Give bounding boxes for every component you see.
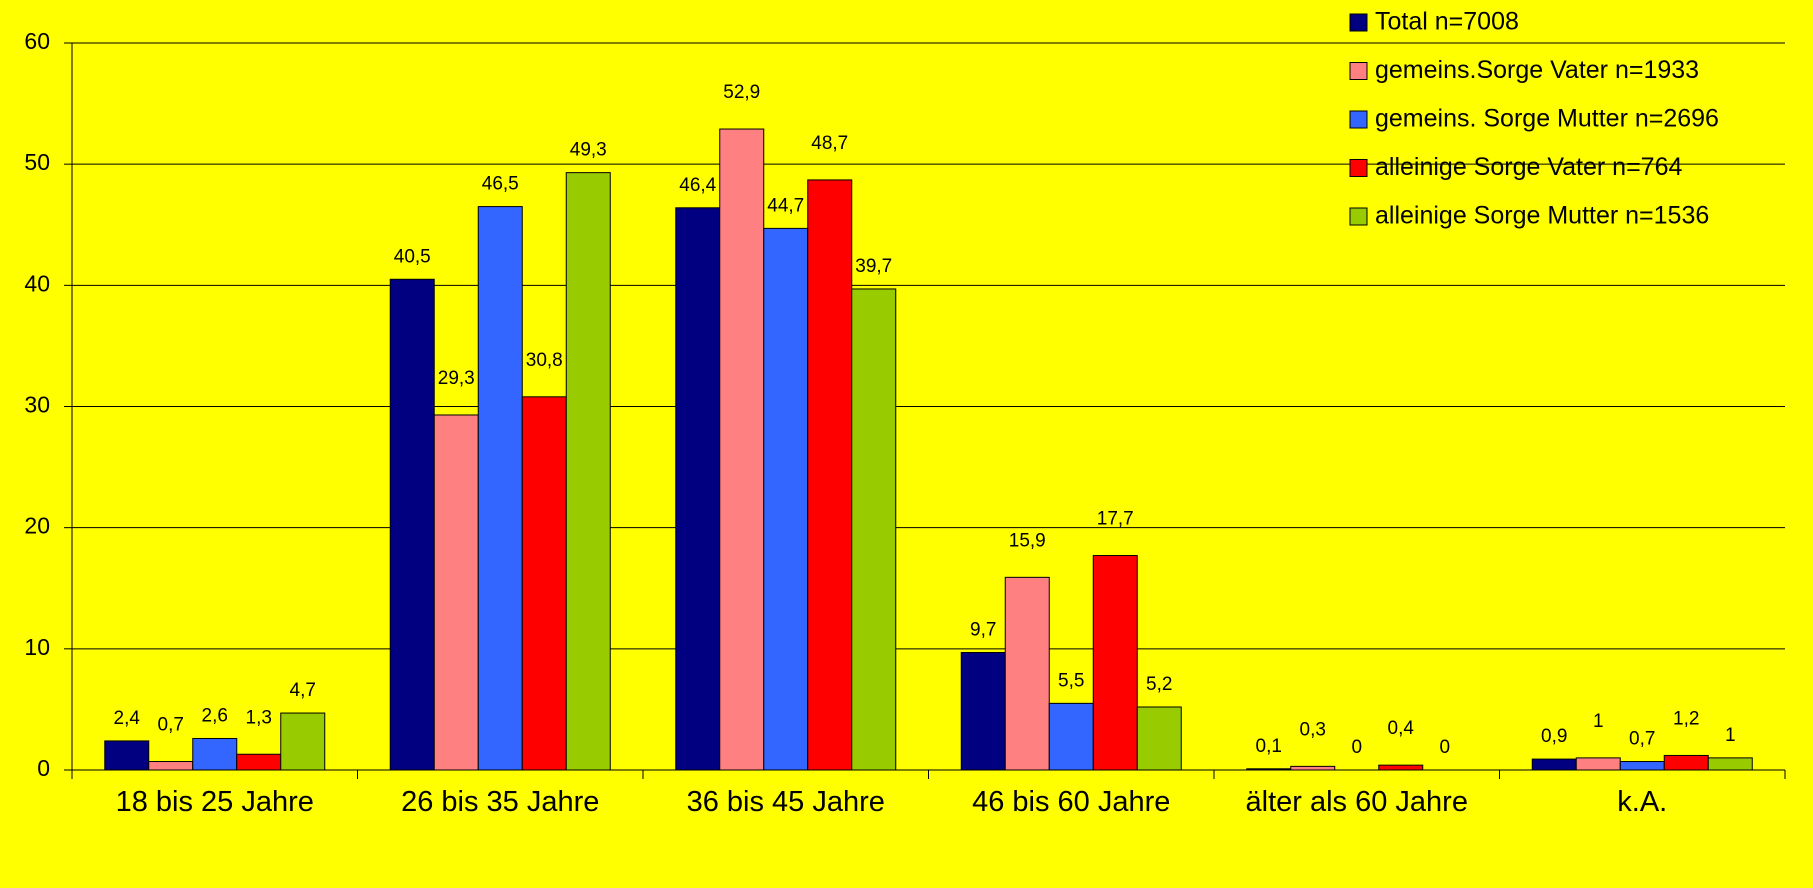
data-label: 1,3 bbox=[246, 707, 272, 728]
bar bbox=[477, 206, 523, 771]
bar bbox=[1004, 576, 1050, 771]
data-label: 0,4 bbox=[1388, 718, 1415, 739]
bar bbox=[433, 414, 479, 771]
data-label: 52,9 bbox=[723, 82, 760, 103]
legend-swatch bbox=[1349, 207, 1368, 226]
x-tick-label: 26 bis 35 Jahre bbox=[401, 786, 600, 818]
x-tick-label: k.A. bbox=[1617, 786, 1668, 818]
data-label: 0 bbox=[1439, 737, 1450, 758]
data-label: 0 bbox=[1351, 737, 1362, 758]
bar bbox=[389, 278, 435, 771]
data-label: 4,7 bbox=[290, 680, 316, 701]
bar bbox=[1246, 768, 1292, 771]
data-label: 49,3 bbox=[570, 140, 607, 161]
data-label: 40,5 bbox=[394, 246, 431, 267]
bar bbox=[1575, 757, 1621, 771]
bar bbox=[1092, 555, 1138, 771]
data-label: 2,6 bbox=[202, 706, 228, 727]
data-label: 30,8 bbox=[526, 350, 563, 371]
x-tick-label: 46 bis 60 Jahre bbox=[972, 786, 1171, 818]
legend-swatch bbox=[1349, 13, 1368, 32]
y-tick-label: 30 bbox=[24, 392, 50, 418]
data-label: 15,9 bbox=[1009, 530, 1046, 551]
bar bbox=[1707, 757, 1753, 771]
legend-label: alleinige Sorge Vater n=764 bbox=[1375, 153, 1682, 181]
x-tick-label: 36 bis 45 Jahre bbox=[686, 786, 885, 818]
y-tick-label: 50 bbox=[24, 149, 50, 175]
bar bbox=[192, 737, 238, 771]
bar bbox=[719, 128, 765, 771]
bar bbox=[960, 651, 1006, 771]
data-label: 29,3 bbox=[438, 368, 475, 389]
bar bbox=[1136, 706, 1182, 771]
legend-swatch bbox=[1349, 159, 1368, 177]
bar bbox=[1048, 702, 1094, 771]
data-label: 1 bbox=[1725, 725, 1736, 746]
y-tick-label: 10 bbox=[24, 634, 50, 660]
bar bbox=[1663, 754, 1709, 771]
data-label: 46,4 bbox=[679, 175, 716, 196]
data-label: 0,3 bbox=[1300, 719, 1326, 740]
data-label: 48,7 bbox=[811, 133, 848, 154]
data-label: 2,4 bbox=[114, 708, 141, 729]
legend-label: alleinige Sorge Mutter n=1536 bbox=[1375, 202, 1709, 230]
bar bbox=[1378, 764, 1424, 771]
bar bbox=[851, 288, 897, 771]
bar bbox=[236, 753, 282, 771]
data-label: 44,7 bbox=[767, 195, 804, 216]
data-label: 0,1 bbox=[1256, 736, 1282, 757]
data-label: 9,7 bbox=[970, 619, 996, 640]
data-label: 46,5 bbox=[482, 174, 519, 195]
legend-label: Total n=7008 bbox=[1375, 8, 1519, 36]
data-label: 1 bbox=[1593, 711, 1604, 732]
bar bbox=[1619, 761, 1665, 771]
x-tick-label: 18 bis 25 Jahre bbox=[115, 786, 314, 818]
bar bbox=[104, 740, 150, 771]
y-tick-label: 0 bbox=[37, 755, 50, 781]
bar bbox=[763, 227, 809, 771]
y-tick-label: 60 bbox=[24, 28, 50, 54]
data-label: 5,5 bbox=[1058, 670, 1084, 691]
data-label: 0,9 bbox=[1541, 726, 1567, 747]
bar bbox=[807, 179, 853, 771]
bar bbox=[675, 207, 721, 771]
data-label: 0,7 bbox=[158, 715, 184, 736]
bar bbox=[1531, 758, 1577, 771]
data-label: 1,2 bbox=[1673, 708, 1699, 729]
bar bbox=[565, 172, 611, 771]
y-tick-label: 40 bbox=[24, 270, 50, 296]
x-tick-label: älter als 60 Jahre bbox=[1245, 786, 1468, 818]
data-label: 39,7 bbox=[855, 256, 892, 277]
bar bbox=[280, 712, 326, 771]
y-tick-label: 20 bbox=[24, 513, 50, 539]
bar bbox=[521, 396, 567, 771]
bar bbox=[1290, 765, 1336, 771]
legend-label: gemeins.Sorge Vater n=1933 bbox=[1375, 56, 1699, 84]
legend-swatch bbox=[1349, 62, 1368, 80]
data-label: 0,7 bbox=[1629, 729, 1655, 750]
bar bbox=[148, 761, 194, 771]
data-label: 17,7 bbox=[1097, 509, 1134, 530]
legend-swatch bbox=[1349, 110, 1368, 129]
legend-label: gemeins. Sorge Mutter n=2696 bbox=[1375, 105, 1719, 133]
data-label: 5,2 bbox=[1146, 674, 1172, 695]
